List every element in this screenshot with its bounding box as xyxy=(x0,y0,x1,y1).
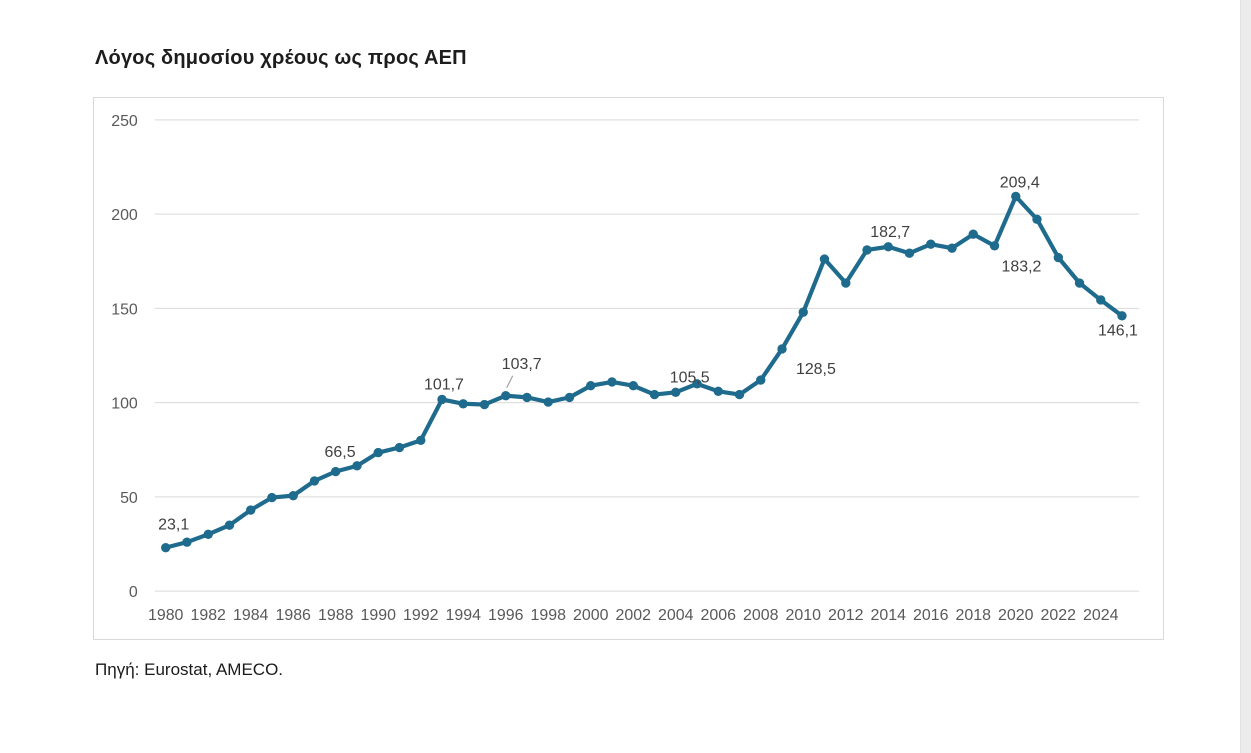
x-tick-label: 2016 xyxy=(913,607,949,624)
x-tick-label: 2008 xyxy=(743,607,779,624)
data-point-1997 xyxy=(522,392,532,403)
data-label-2019: 183,2 xyxy=(1002,259,1042,276)
x-tick-label: 2012 xyxy=(828,607,864,624)
x-tick-label: 1986 xyxy=(275,607,311,624)
data-point-1995 xyxy=(479,399,490,410)
data-point-2000 xyxy=(586,381,596,391)
data-point-2002 xyxy=(628,381,638,391)
x-tick-label: 2004 xyxy=(658,607,694,624)
data-point-2016 xyxy=(926,239,936,249)
data-point-1980 xyxy=(161,542,171,553)
data-point-1998 xyxy=(543,397,553,407)
data-point-2011 xyxy=(819,254,830,264)
data-point-2006 xyxy=(713,386,723,396)
data-point-2014 xyxy=(883,242,893,252)
y-tick-label: 250 xyxy=(111,113,138,130)
data-point-1994 xyxy=(458,399,468,409)
data-point-1996 xyxy=(501,391,511,401)
data-label-2025: 146,1 xyxy=(1098,323,1138,340)
data-point-1983 xyxy=(224,520,235,530)
data-point-1999 xyxy=(564,392,575,403)
x-tick-label: 1990 xyxy=(360,607,396,624)
data-label-1989: 66,5 xyxy=(325,444,356,461)
data-point-1987 xyxy=(309,476,320,486)
debt-ratio-line-chart: 0 50 100 150 200 250 1980 1982 1984 1986 1988 1990 1… xyxy=(111,113,1140,624)
data-label-2014: 182,7 xyxy=(870,224,910,241)
data-point-2022 xyxy=(1053,252,1063,263)
data-point-1990 xyxy=(373,447,383,458)
chart-panel[interactable]: 0 50 100 150 200 250 1980 1982 1984 1986 1988 1990 1… xyxy=(93,97,1164,640)
data-point-2017 xyxy=(947,243,957,253)
source-note: Πηγή: Eurostat, AMECO. xyxy=(95,660,284,679)
x-tick-label: 2014 xyxy=(871,607,907,624)
page-right-margin xyxy=(1240,0,1251,753)
y-tick-label: 200 xyxy=(111,207,138,224)
data-point-2015 xyxy=(904,248,915,258)
data-point-1993 xyxy=(437,394,447,405)
y-tick-label: 50 xyxy=(120,490,138,507)
data-label-2004: 105,5 xyxy=(670,369,710,386)
chart-title: Λόγος δημοσίου χρέους ως προς ΑΕΠ xyxy=(95,47,467,69)
x-tick-label: 1982 xyxy=(190,607,226,624)
label-leader-line xyxy=(506,375,514,388)
x-tick-label: 2006 xyxy=(701,607,737,624)
x-tick-label: 1994 xyxy=(445,607,481,624)
x-tick-label: 2002 xyxy=(616,607,652,624)
data-label-2020: 209,4 xyxy=(1000,174,1040,191)
data-point-2009 xyxy=(777,344,787,354)
data-point-1991 xyxy=(394,442,405,453)
x-tick-label: 2020 xyxy=(998,607,1034,624)
x-tick-label: 1998 xyxy=(531,607,567,624)
data-point-1981 xyxy=(182,537,192,547)
x-tick-label: 1996 xyxy=(488,607,524,624)
x-tick-label: 1980 xyxy=(148,607,184,624)
data-label-1996: 103,7 xyxy=(502,356,542,373)
data-point-2010 xyxy=(798,307,808,317)
x-tick-label: 1984 xyxy=(233,607,269,624)
data-point-1992 xyxy=(416,435,426,446)
y-tick-label: 0 xyxy=(129,584,138,601)
y-tick-label: 100 xyxy=(111,396,138,413)
data-point-1985 xyxy=(267,492,277,503)
x-tick-label: 2022 xyxy=(1041,607,1077,624)
data-label-1993: 101,7 xyxy=(424,377,464,394)
data-point-2024 xyxy=(1096,295,1106,305)
data-point-2025 xyxy=(1117,311,1127,321)
data-point-2018 xyxy=(968,229,978,239)
data-label-2009: 128,5 xyxy=(796,361,836,378)
data-point-1989 xyxy=(352,461,362,471)
x-tick-label: 2018 xyxy=(956,607,992,624)
data-point-1988 xyxy=(330,466,341,477)
data-point-2001 xyxy=(607,377,617,387)
x-tick-label: 2024 xyxy=(1083,607,1119,624)
data-point-1982 xyxy=(203,529,213,539)
data-point-2007 xyxy=(734,389,745,400)
data-point-2012 xyxy=(841,278,851,288)
data-point-2004 xyxy=(671,387,681,397)
debt-line-series xyxy=(163,194,1125,550)
data-point-2013 xyxy=(862,245,872,255)
data-point-2019 xyxy=(989,241,1000,251)
data-point-1984 xyxy=(246,505,256,515)
y-tick-label: 150 xyxy=(111,301,138,318)
x-tick-label: 2000 xyxy=(573,607,609,624)
x-tick-label: 1988 xyxy=(318,607,354,624)
data-point-1986 xyxy=(288,490,298,501)
data-label-1980: 23,1 xyxy=(158,517,189,534)
data-point-2021 xyxy=(1032,214,1042,224)
x-tick-label: 1992 xyxy=(403,607,439,624)
data-point-2005 xyxy=(692,379,702,389)
x-tick-label: 2010 xyxy=(786,607,822,624)
data-point-2003 xyxy=(649,389,660,400)
data-point-2023 xyxy=(1074,278,1085,288)
data-point-2008 xyxy=(756,375,766,385)
data-point-2020 xyxy=(1011,191,1021,202)
